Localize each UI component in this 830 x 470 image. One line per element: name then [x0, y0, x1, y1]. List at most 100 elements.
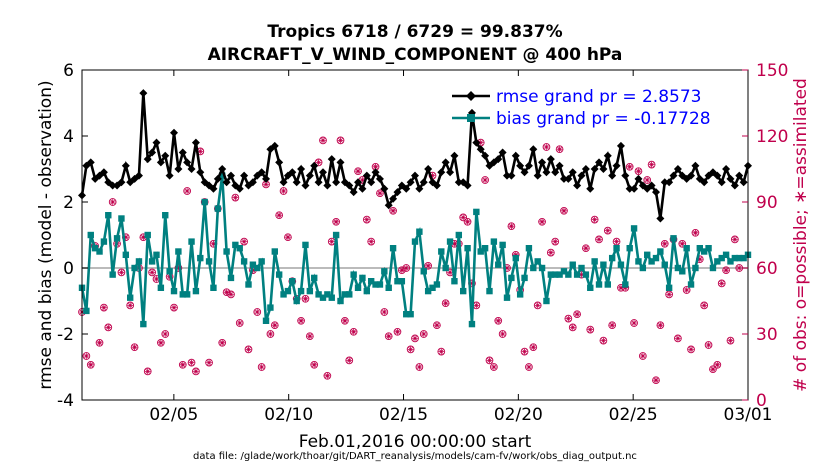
rmse-point [651, 188, 660, 197]
obs-assimilated-star [407, 346, 414, 353]
obs-count-point [310, 360, 319, 369]
obs-possible-circle [231, 193, 240, 202]
obs-assimilated-star [613, 238, 620, 245]
right-tick-label: 150 [756, 61, 788, 81]
obs-assimilated-star [280, 188, 287, 194]
obs-assimilated-star [482, 177, 488, 183]
rmse-point [564, 174, 573, 183]
obs-assimilated-star [307, 333, 313, 339]
obs-count-point [126, 301, 135, 310]
rmse-point [406, 178, 415, 187]
obs-count-point [244, 345, 253, 354]
obs-assimilated-star [543, 144, 550, 150]
right-axis-label: # of obs: o=possible; ∗=assimilated [791, 78, 811, 392]
bias-point [573, 271, 581, 278]
left-tick-label: 2 [63, 193, 74, 213]
bias-point [490, 238, 498, 245]
bias-point [455, 231, 463, 239]
obs-assimilated-star [556, 146, 563, 152]
bias-point [617, 261, 625, 268]
obs-assimilated-star [171, 304, 177, 311]
obs-count-point [560, 206, 568, 215]
obs-assimilated-star [144, 368, 151, 375]
rmse-point [454, 178, 463, 187]
bias-point [674, 264, 682, 272]
obs-possible-circle [187, 358, 196, 367]
obs-possible-circle [240, 237, 248, 246]
rmse-point [318, 168, 327, 177]
bias-point [740, 254, 747, 262]
obs-assimilated-star [258, 364, 265, 370]
obs-count-point [284, 233, 292, 242]
obs-possible-circle [284, 233, 292, 242]
obs-possible-circle [266, 330, 275, 338]
obs-possible-circle [726, 336, 735, 345]
obs-count-point [314, 158, 323, 167]
bias-point [271, 248, 278, 255]
obs-count-point [380, 308, 389, 316]
bias-point [311, 274, 318, 282]
obs-count-point [227, 290, 235, 299]
obs-count-point [104, 323, 113, 332]
obs-assimilated-star [267, 331, 274, 337]
bias-point [284, 287, 292, 295]
obs-count-point [459, 213, 468, 222]
bias-point [424, 287, 432, 295]
bias-point [100, 238, 108, 245]
rmse-point [134, 171, 143, 180]
obs-possible-circle [341, 316, 349, 325]
rmse-point [660, 178, 669, 187]
obs-count-point [538, 217, 546, 226]
obs-assimilated-star [661, 241, 668, 247]
rmse-point [196, 168, 205, 177]
obs-count-point [222, 288, 231, 297]
obs-possible-circle [336, 136, 345, 145]
obs-possible-circle [178, 360, 187, 369]
obs-possible-circle [682, 286, 691, 294]
rmse-point [327, 155, 336, 164]
rmse-point [301, 181, 310, 190]
obs-assimilated-star [495, 318, 502, 324]
obs-assimilated-star [359, 177, 366, 183]
obs-possible-circle [459, 213, 468, 222]
rmse-point [375, 174, 384, 183]
bias-point [337, 297, 344, 305]
obs-assimilated-star [534, 302, 541, 309]
bias-point [538, 264, 546, 272]
obs-assimilated-star [644, 177, 651, 183]
rmse-point [174, 165, 183, 173]
bias-point [429, 284, 436, 291]
bias-point [367, 278, 375, 285]
obs-count-point [678, 239, 687, 248]
obs-assimilated-star [460, 214, 466, 221]
rmse-point [367, 178, 376, 187]
obs-possible-circle [349, 327, 358, 336]
bias-point [140, 320, 147, 328]
obs-assimilated-star [499, 331, 506, 337]
obs-count-point [490, 363, 498, 371]
bias-point [359, 274, 366, 282]
rmse-point [270, 141, 279, 150]
obs-assimilated-star [640, 353, 646, 359]
bias-point [306, 287, 314, 295]
obs-count-point [411, 334, 419, 343]
obs-possible-circle [441, 299, 450, 308]
obs-count-point [424, 261, 432, 270]
obs-count-point [297, 316, 305, 325]
bias-point [591, 258, 598, 265]
bias-point [188, 238, 195, 245]
bias-point [302, 241, 309, 249]
obs-possible-circle [222, 288, 231, 297]
bias-point [262, 317, 270, 324]
obs-possible-circle [731, 235, 739, 244]
bias-point [547, 271, 555, 278]
bias-point [332, 231, 340, 239]
obs-count-point [192, 367, 200, 376]
obs-count-point [463, 217, 472, 226]
rmse-point [687, 171, 696, 180]
obs-possible-circle [582, 244, 590, 253]
obs-assimilated-star [477, 139, 484, 146]
rmse-point [555, 161, 564, 170]
bias-point [705, 245, 712, 252]
